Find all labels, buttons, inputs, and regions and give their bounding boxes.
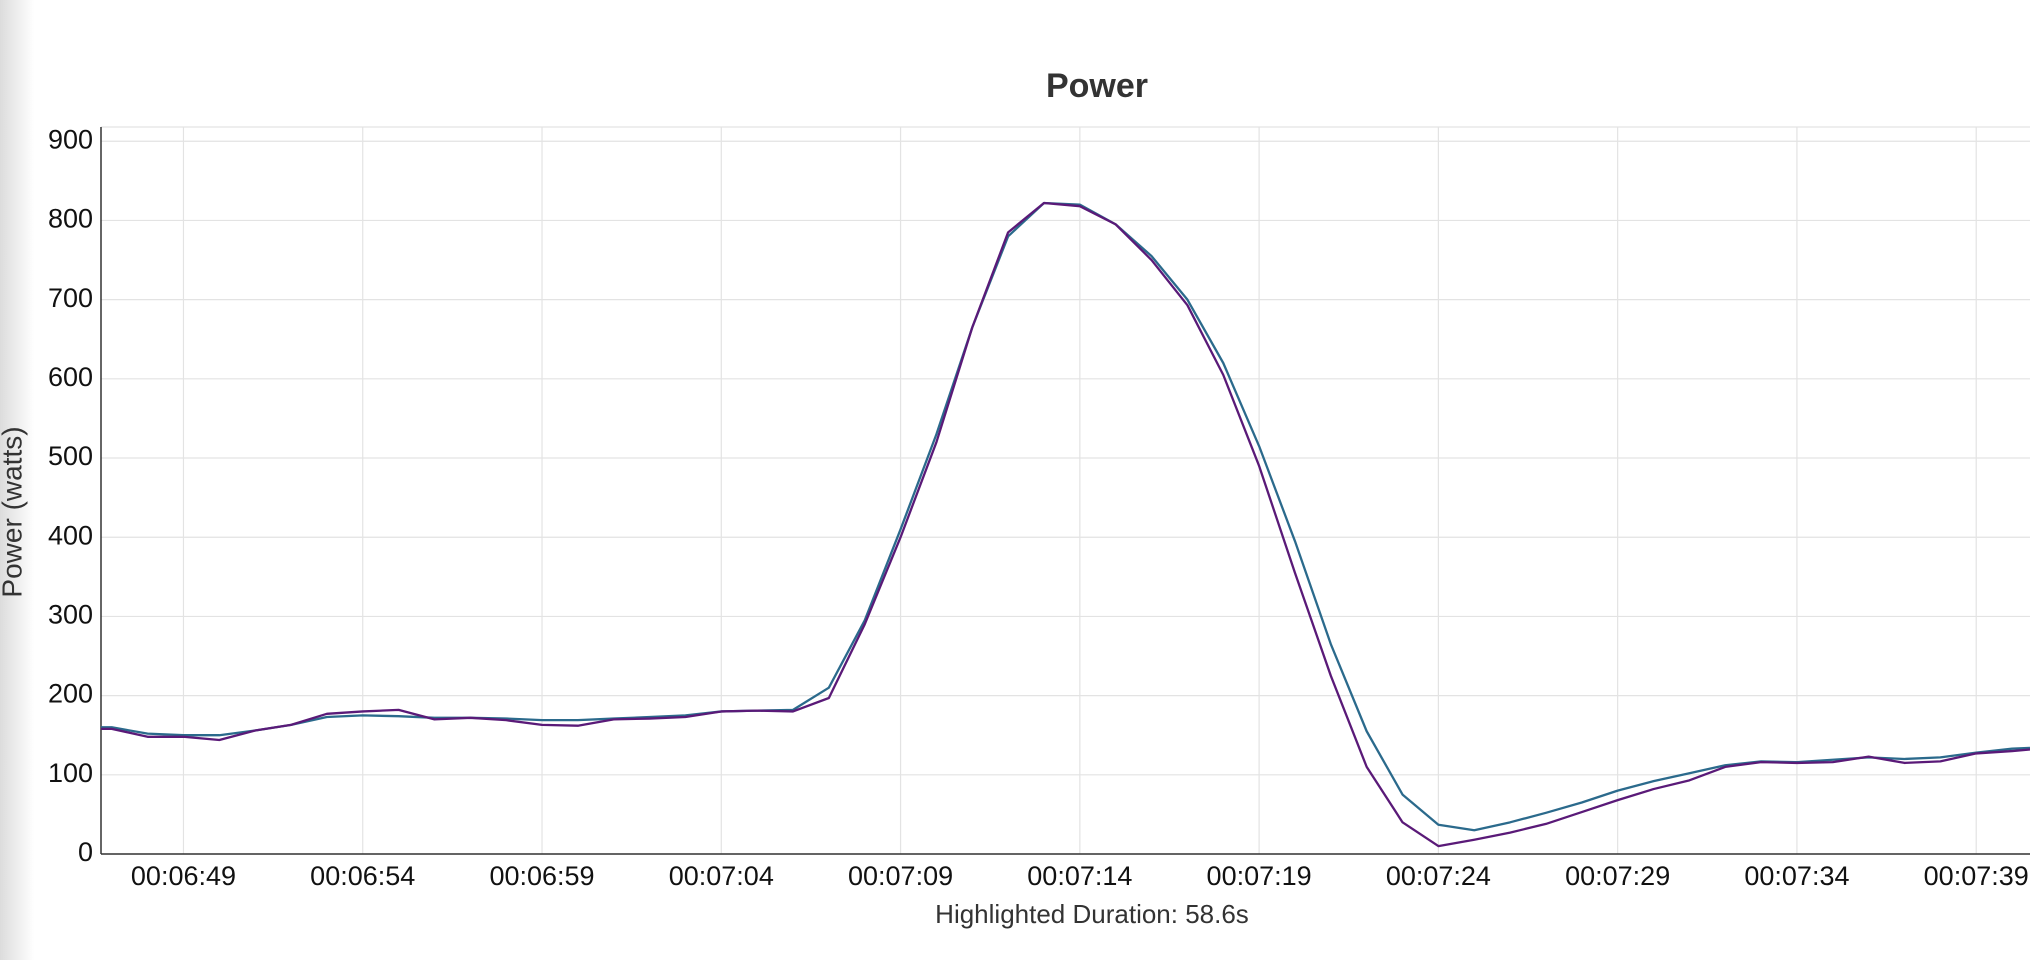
y-tick-label: 700 [48, 283, 93, 313]
y-tick-label: 600 [48, 362, 93, 392]
x-tick-label: 00:07:09 [848, 861, 953, 891]
x-tick-label: 00:07:14 [1027, 861, 1132, 891]
x-tick-label: 00:07:34 [1744, 861, 1849, 891]
x-tick-label: 00:07:19 [1207, 861, 1312, 891]
y-tick-label: 500 [48, 441, 93, 471]
x-tick-label: 00:07:29 [1565, 861, 1670, 891]
x-tick-label: 00:06:49 [131, 861, 236, 891]
x-tick-label: 00:06:59 [489, 861, 594, 891]
y-tick-label: 400 [48, 520, 93, 550]
x-tick-label: 00:06:54 [310, 861, 415, 891]
line-series [101, 201, 2030, 848]
y-tick-label: 900 [48, 124, 93, 154]
chart-title: Power [1046, 67, 1148, 105]
footer-text: Highlighted Duration: 58.6s [935, 899, 1249, 929]
y-tick-label: 300 [48, 600, 93, 630]
x-tick-label: 00:07:39 [1924, 861, 2029, 891]
x-tick-label: 00:07:04 [669, 861, 774, 891]
y-tick-label: 0 [78, 837, 93, 867]
y-axis-label: Power (watts) [0, 426, 27, 597]
y-tick-label: 200 [48, 679, 93, 709]
plot-area [101, 201, 2030, 848]
window-shadow [0, 0, 34, 960]
y-tick-label: 800 [48, 204, 93, 234]
line-series [101, 201, 2030, 832]
y-tick-label: 100 [48, 758, 93, 788]
x-tick-label: 00:07:24 [1386, 861, 1491, 891]
